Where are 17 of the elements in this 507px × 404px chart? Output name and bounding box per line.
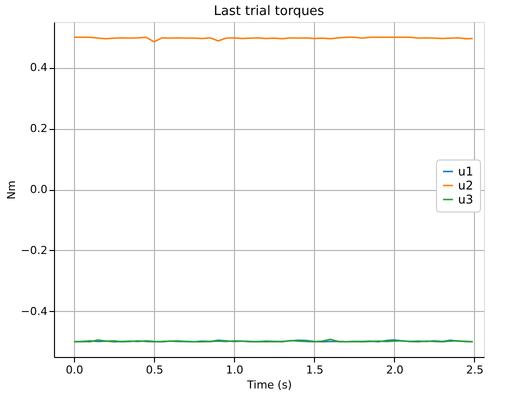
y-tick-label: 0.2 (30, 122, 48, 136)
y-tick-label: 0.4 (30, 61, 48, 74)
x-axis-title: Time (s) (246, 378, 292, 392)
x-tick-label: 2.0 (386, 364, 404, 376)
chart-title: Last trial torques (214, 4, 324, 19)
y-axis-title: Nm (4, 180, 18, 200)
x-tick-label: 1.5 (306, 364, 324, 376)
x-tick-label: 1.0 (226, 364, 244, 376)
legend-label: u1 (458, 164, 474, 178)
y-tick-label: −0.4 (20, 304, 48, 318)
y-tick-label: −0.2 (20, 244, 48, 257)
x-tick-label: 0.0 (66, 364, 84, 376)
legend-label: u3 (458, 192, 474, 206)
x-tick-label: 0.5 (146, 364, 164, 376)
legend-label: u2 (458, 178, 474, 192)
x-tick-label: 2.5 (466, 364, 484, 376)
y-tick-label: 0.0 (30, 183, 48, 196)
